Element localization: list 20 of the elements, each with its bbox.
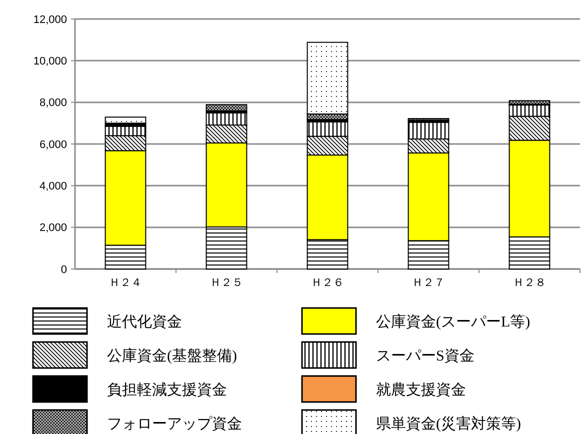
legend-label: 県単資金(災害対策等)	[376, 415, 521, 432]
x-tick-label: Ｈ２４	[109, 276, 142, 289]
x-tick-label: Ｈ２７	[412, 276, 445, 289]
legend-label: スーパーS資金	[376, 347, 474, 364]
y-tick-label: 6,000	[39, 138, 67, 151]
x-tick-label: Ｈ２８	[513, 276, 546, 289]
y-tick-label: 10,000	[33, 56, 67, 68]
legend-label: フォローアップ資金	[107, 415, 242, 432]
legend-label: 近代化資金	[107, 313, 182, 330]
legend-label: 公庫資金(基盤整備)	[107, 347, 237, 364]
legend-label: 公庫資金(スーパーL等)	[376, 313, 530, 330]
x-tick-label: Ｈ２５	[210, 276, 243, 289]
y-tick-label: 8,000	[39, 97, 67, 110]
y-tick-label: 0	[60, 264, 67, 276]
y-tick-label: 2,000	[39, 222, 67, 234]
y-tick-label: 4,000	[39, 180, 67, 193]
y-tick-label: 12,000	[33, 14, 67, 26]
x-tick-label: Ｈ２６	[311, 276, 344, 289]
legend-label: 負担軽減支援資金	[107, 381, 227, 398]
legend-label: 就農支援資金	[376, 381, 466, 398]
